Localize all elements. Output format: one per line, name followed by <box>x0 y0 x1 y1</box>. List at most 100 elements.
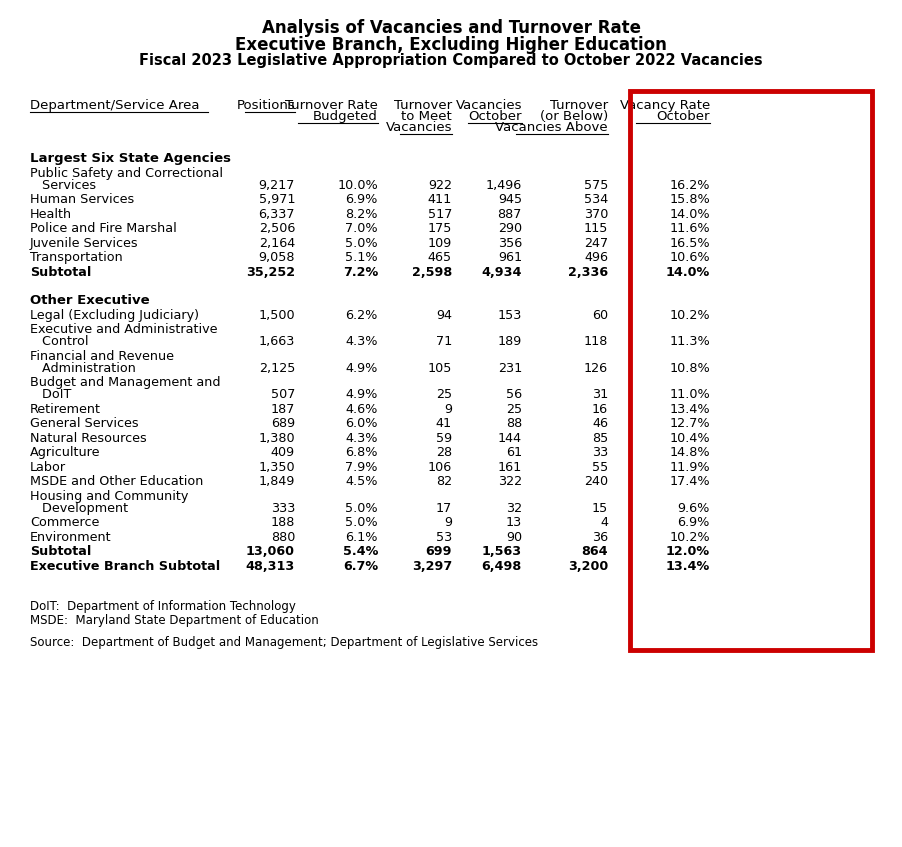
Text: 55: 55 <box>592 461 608 473</box>
Text: 4: 4 <box>600 516 608 529</box>
Text: 517: 517 <box>428 208 452 220</box>
Text: 4.5%: 4.5% <box>345 475 378 488</box>
Text: 2,164: 2,164 <box>259 236 295 250</box>
Text: 144: 144 <box>498 431 522 445</box>
Text: MSDE and Other Education: MSDE and Other Education <box>30 475 203 488</box>
Text: 290: 290 <box>498 222 522 235</box>
Text: October: October <box>657 110 710 123</box>
Text: 187: 187 <box>271 402 295 416</box>
Text: 333: 333 <box>271 501 295 514</box>
Text: Budget and Management and: Budget and Management and <box>30 376 220 389</box>
Text: 14.0%: 14.0% <box>669 208 710 220</box>
Text: 1,496: 1,496 <box>486 179 522 191</box>
Text: (or Below): (or Below) <box>539 110 608 123</box>
Text: 13: 13 <box>506 516 522 529</box>
Text: 411: 411 <box>428 193 452 206</box>
Text: 15.8%: 15.8% <box>669 193 710 206</box>
Text: 4.9%: 4.9% <box>345 388 378 401</box>
Text: 161: 161 <box>498 461 522 473</box>
Text: Source:  Department of Budget and Management; Department of Legislative Services: Source: Department of Budget and Managem… <box>30 636 538 649</box>
Text: 11.6%: 11.6% <box>669 222 710 235</box>
Text: 11.3%: 11.3% <box>669 335 710 348</box>
Text: DoIT: DoIT <box>30 388 71 401</box>
Text: 8.2%: 8.2% <box>345 208 378 220</box>
Text: 33: 33 <box>592 446 608 459</box>
Text: Development: Development <box>30 501 128 514</box>
Text: Subtotal: Subtotal <box>30 545 91 558</box>
Text: 5.0%: 5.0% <box>345 236 378 250</box>
Text: DoIT:  Department of Information Technology: DoIT: Department of Information Technolo… <box>30 600 296 613</box>
Text: 4.3%: 4.3% <box>345 335 378 348</box>
Text: 699: 699 <box>426 545 452 558</box>
Text: Human Services: Human Services <box>30 193 134 206</box>
Text: 370: 370 <box>584 208 608 220</box>
Text: 507: 507 <box>271 388 295 401</box>
Text: 109: 109 <box>428 236 452 250</box>
Text: MSDE:  Maryland State Department of Education: MSDE: Maryland State Department of Educa… <box>30 614 318 627</box>
Text: Fiscal 2023 Legislative Appropriation Compared to October 2022 Vacancies: Fiscal 2023 Legislative Appropriation Co… <box>139 53 763 68</box>
Text: 689: 689 <box>271 417 295 430</box>
Text: 496: 496 <box>584 251 608 264</box>
Text: 10.2%: 10.2% <box>669 530 710 544</box>
Text: 90: 90 <box>506 530 522 544</box>
Text: Commerce: Commerce <box>30 516 99 529</box>
Text: 106: 106 <box>428 461 452 473</box>
Text: 2,125: 2,125 <box>259 362 295 374</box>
Text: 356: 356 <box>498 236 522 250</box>
Text: 13.4%: 13.4% <box>669 402 710 416</box>
Text: 15: 15 <box>592 501 608 514</box>
Text: 31: 31 <box>592 388 608 401</box>
Text: 17: 17 <box>436 501 452 514</box>
Text: 16: 16 <box>592 402 608 416</box>
Text: 4,934: 4,934 <box>482 265 522 279</box>
Text: Vacancy Rate: Vacancy Rate <box>620 99 710 112</box>
Text: 2,506: 2,506 <box>259 222 295 235</box>
Text: 82: 82 <box>436 475 452 488</box>
Text: 11.0%: 11.0% <box>669 388 710 401</box>
Text: 9.6%: 9.6% <box>677 501 710 514</box>
Text: 2,336: 2,336 <box>568 265 608 279</box>
Text: 4.9%: 4.9% <box>345 362 378 374</box>
Bar <box>630 91 872 650</box>
Text: Budgeted: Budgeted <box>313 110 378 123</box>
Text: 6,337: 6,337 <box>259 208 295 220</box>
Text: 6.9%: 6.9% <box>677 516 710 529</box>
Text: Public Safety and Correctional: Public Safety and Correctional <box>30 167 223 180</box>
Text: 53: 53 <box>436 530 452 544</box>
Text: 5.1%: 5.1% <box>345 251 378 264</box>
Text: 28: 28 <box>436 446 452 459</box>
Text: 7.2%: 7.2% <box>343 265 378 279</box>
Text: Positions: Positions <box>236 99 295 112</box>
Text: Administration: Administration <box>30 362 136 374</box>
Text: 105: 105 <box>428 362 452 374</box>
Text: 6.8%: 6.8% <box>345 446 378 459</box>
Text: 10.4%: 10.4% <box>669 431 710 445</box>
Text: 575: 575 <box>584 179 608 191</box>
Text: 25: 25 <box>436 388 452 401</box>
Text: Largest Six State Agencies: Largest Six State Agencies <box>30 152 231 165</box>
Text: 61: 61 <box>506 446 522 459</box>
Text: 36: 36 <box>592 530 608 544</box>
Text: 5,971: 5,971 <box>259 193 295 206</box>
Text: 71: 71 <box>436 335 452 348</box>
Text: Turnover: Turnover <box>550 99 608 112</box>
Text: Subtotal: Subtotal <box>30 265 91 279</box>
Text: Services: Services <box>30 179 97 191</box>
Text: 126: 126 <box>584 362 608 374</box>
Text: Juvenile Services: Juvenile Services <box>30 236 139 250</box>
Text: 4.6%: 4.6% <box>345 402 378 416</box>
Text: 10.8%: 10.8% <box>669 362 710 374</box>
Text: General Services: General Services <box>30 417 139 430</box>
Text: 465: 465 <box>428 251 452 264</box>
Text: 94: 94 <box>436 308 452 322</box>
Text: 961: 961 <box>498 251 522 264</box>
Text: 85: 85 <box>592 431 608 445</box>
Text: 48,313: 48,313 <box>245 560 295 573</box>
Text: 16.2%: 16.2% <box>669 179 710 191</box>
Text: 17.4%: 17.4% <box>669 475 710 488</box>
Text: 9: 9 <box>444 516 452 529</box>
Text: Executive Branch, Excluding Higher Education: Executive Branch, Excluding Higher Educa… <box>235 36 667 54</box>
Text: Other Executive: Other Executive <box>30 294 150 307</box>
Text: Vacancies Above: Vacancies Above <box>495 121 608 134</box>
Text: 32: 32 <box>506 501 522 514</box>
